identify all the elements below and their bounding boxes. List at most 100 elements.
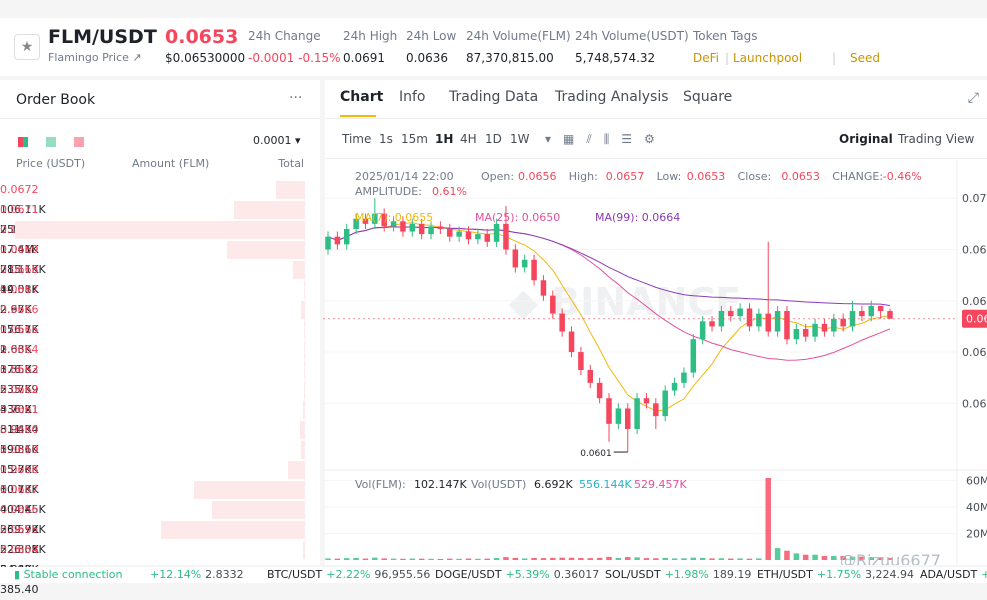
candle-body — [821, 323, 828, 332]
interval[interactable]: 1W — [510, 132, 530, 146]
ask-price: 0.0666 — [0, 303, 39, 316]
volume-bar — [615, 558, 622, 560]
ticker[interactable]: ADA/USDT + — [920, 567, 987, 583]
vol-ma: 556.144K — [579, 478, 632, 491]
candle-body — [718, 311, 725, 327]
ohlc-value: 0.0656 — [518, 170, 557, 183]
favorite-button[interactable]: ★ — [14, 34, 40, 60]
page: ★ FLM/USDT Flamingo Price ↗ 0.0653 $0.06… — [0, 18, 987, 596]
fullscreen[interactable]: ⤢ — [967, 90, 979, 106]
depth-bar — [292, 261, 305, 279]
candle-body — [334, 236, 341, 245]
order-row: 0.0660 19.31K 1.27K — [0, 420, 320, 476]
interval: Time — [342, 132, 372, 146]
interval[interactable]: 1D — [485, 132, 502, 146]
volume-bar — [578, 558, 584, 560]
ask-total: 235.59 — [0, 383, 39, 396]
price-usd: $0.06530000 — [165, 51, 246, 65]
ask-amount: 8.94K — [0, 423, 32, 436]
ticker-change: +12.14% — [150, 568, 202, 581]
ask-amount: 339.92K — [0, 523, 46, 536]
order-row: 0.0665 2.66K 176.82 — [0, 320, 320, 376]
ask-total: 19.08K — [0, 283, 39, 296]
tag[interactable]: Seed — [850, 51, 880, 65]
ticker[interactable]: BTC/USDT +2.22% 96,955.56 — [267, 567, 434, 583]
vol-value: 6.692K — [534, 478, 573, 491]
ticker-change: +1.98% — [664, 568, 709, 581]
tab[interactable]: Chart — [340, 89, 384, 105]
candle-body — [343, 228, 350, 245]
order-row: 0.0659 15.30K 1.01K — [0, 440, 320, 496]
volume-bar — [484, 558, 490, 560]
ask-price: 0.0660 — [0, 423, 39, 436]
volume-bar — [887, 558, 893, 560]
volume-bar — [418, 558, 425, 560]
view-option[interactable]: Original — [839, 132, 893, 146]
ticker[interactable]: SOL/USDT +1.98% 189.19 — [605, 567, 755, 583]
header: ★ FLM/USDT Flamingo Price ↗ 0.0653 $0.06… — [0, 18, 987, 76]
coin-name[interactable]: Flamingo Price ↗ — [48, 51, 142, 64]
ticker-price: 2.8332 — [205, 568, 244, 581]
view-both[interactable] — [18, 137, 28, 147]
tag[interactable]: DeFi — [693, 51, 719, 65]
ask-price: 0.0671 — [0, 203, 39, 216]
tab[interactable]: Trading Analysis — [555, 89, 669, 105]
tag-sep: | — [725, 51, 730, 65]
ask-total: 336.21 — [0, 403, 39, 416]
candle-body — [493, 223, 500, 242]
depth-bar — [234, 201, 305, 219]
volume-bar — [840, 556, 846, 560]
view-asks[interactable] — [74, 137, 84, 147]
precision[interactable]: 0.0001 ▾ — [253, 134, 301, 147]
col-amount: Amount (FLM) — [132, 157, 210, 170]
view-option[interactable]: Trading View — [898, 132, 975, 146]
candle-body — [418, 223, 425, 235]
order-row: 0.0662 4.70K 311.34 — [0, 380, 320, 436]
ma-legend: MA(7): 0.0655 — [355, 211, 433, 224]
volume-bar — [606, 556, 612, 560]
ask-total: 22.30K — [0, 543, 39, 556]
tag[interactable]: Launchpool — [733, 51, 803, 65]
ask-price: 0.0654 — [0, 543, 39, 556]
interval[interactable]: 1H — [435, 132, 454, 146]
candle-body — [831, 318, 837, 332]
volume-bar — [802, 554, 809, 560]
amplitude-value: 0.61% — [432, 185, 467, 198]
tab[interactable]: Trading Data — [449, 89, 539, 105]
tab[interactable]: Square — [683, 89, 733, 105]
candle-body — [484, 234, 490, 242]
candle-body — [643, 398, 650, 404]
more-button[interactable]: ··· — [289, 90, 303, 106]
candle-body — [587, 370, 594, 383]
candle-body — [765, 313, 771, 332]
view-bids[interactable] — [46, 137, 56, 147]
ticker[interactable]: +12.14% 2.8332 — [146, 567, 248, 583]
order-row: 0.0669 285.15K 19.08K — [0, 240, 320, 296]
ohlc-label: Low: — [657, 170, 682, 183]
interval[interactable]: 1s — [379, 132, 393, 146]
volume-bar — [587, 558, 594, 560]
tab[interactable]: Info — [399, 89, 426, 105]
candle-body — [400, 221, 406, 232]
low-label: 0.0601 — [580, 449, 612, 459]
volume-bar — [699, 557, 706, 560]
interval[interactable]: 4H — [460, 132, 477, 146]
interval[interactable]: 15m — [401, 132, 428, 146]
tool-icons[interactable]: ▾▦⫽⫼☰⚙ — [545, 132, 667, 146]
candle-body — [624, 408, 631, 429]
ohlc-label: CHANGE: — [832, 170, 883, 183]
volume-bar — [550, 557, 556, 560]
volume-bar — [859, 556, 865, 560]
volume-bar — [821, 556, 828, 560]
ask-amount: 44.51K — [0, 283, 39, 296]
pair: FLM/USDT — [48, 26, 157, 48]
candle-body — [456, 231, 462, 237]
ticker[interactable]: ETH/USDT +1.75% 3,224.94 — [757, 567, 918, 583]
watermark: @Rizuu6677 — [840, 551, 941, 565]
volume-bar — [334, 558, 341, 560]
volume-bar — [400, 558, 406, 560]
ask-total: 71.11K — [0, 263, 39, 276]
ticker[interactable]: DOGE/USDT +5.39% 0.36017 — [435, 567, 603, 583]
volume-bar — [784, 550, 790, 560]
